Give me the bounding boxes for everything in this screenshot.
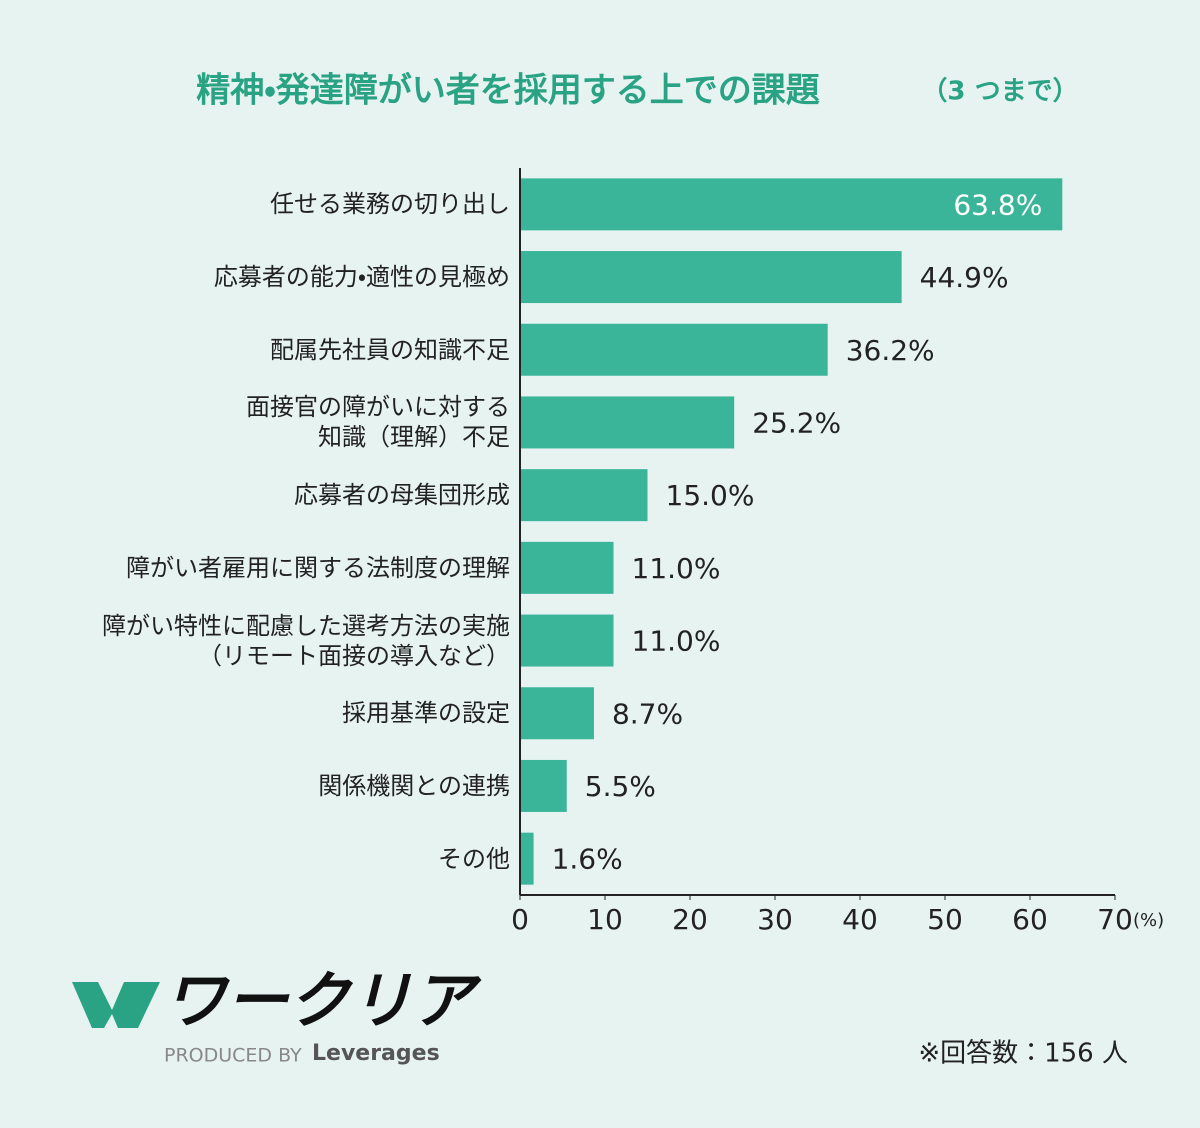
value-label: 25.2% (752, 406, 841, 439)
bar (520, 541, 614, 594)
bar (520, 323, 828, 376)
category-label: 応募者の母集団形成 (294, 481, 510, 510)
category-label: 応募者の能力・適性の見極め (213, 263, 510, 292)
value-label: 11.0% (632, 552, 721, 585)
x-unit: (%) (1133, 910, 1164, 931)
value-label: 63.8% (953, 188, 1042, 221)
x-tick-label: 10 (587, 903, 623, 936)
chart-title: 精神・発達障がい者を採用する上での課題 (196, 71, 820, 111)
category-label: 障がい特性に配慮した選考方法の実施 （リモート面接の導入など） (102, 611, 510, 670)
bar (520, 469, 648, 522)
category-label: 障がい者雇用に関する法制度の理解 (126, 553, 510, 582)
bar (520, 178, 1063, 231)
bar (520, 832, 534, 885)
logo-shape (72, 982, 160, 1028)
bar (520, 687, 594, 740)
x-tick-label: 20 (672, 903, 708, 936)
value-label: 36.2% (846, 334, 935, 367)
value-label: 1.6% (552, 843, 623, 876)
x-tick-label: 30 (757, 903, 793, 936)
category-label: 任せる業務の切り出し (270, 190, 510, 219)
bar (520, 759, 567, 812)
value-label: 15.0% (666, 479, 755, 512)
category-label: 配属先社員の知識不足 (270, 335, 510, 364)
x-tick-label: 60 (1012, 903, 1048, 936)
value-label: 44.9% (920, 261, 1009, 294)
logo-mark (72, 982, 160, 1028)
x-tick-label: 0 (511, 903, 529, 936)
bar (520, 251, 902, 304)
value-label: 5.5% (585, 770, 656, 803)
produced-by: PRODUCED BY (164, 1045, 302, 1067)
x-tick-label: 50 (927, 903, 963, 936)
x-tick-label: 40 (842, 903, 878, 936)
category-label: 採用基準の設定 (342, 699, 510, 728)
chart-title-note: （3 つまで） (921, 77, 1078, 107)
logo-text: ワークリア (164, 964, 482, 1037)
category-label: 面接官の障がいに対する 知識（理解）不足 (246, 393, 510, 452)
footnote: ※回答数：156 人 (918, 1039, 1128, 1069)
bar (520, 396, 735, 449)
category-label: 関係機関との連携 (318, 771, 510, 800)
bar (520, 614, 614, 667)
value-label: 11.0% (632, 625, 721, 658)
x-tick-label: 70 (1097, 903, 1133, 936)
brand: Leverages (312, 1041, 440, 1066)
value-label: 8.7% (612, 697, 683, 730)
category-label: その他 (438, 844, 510, 873)
